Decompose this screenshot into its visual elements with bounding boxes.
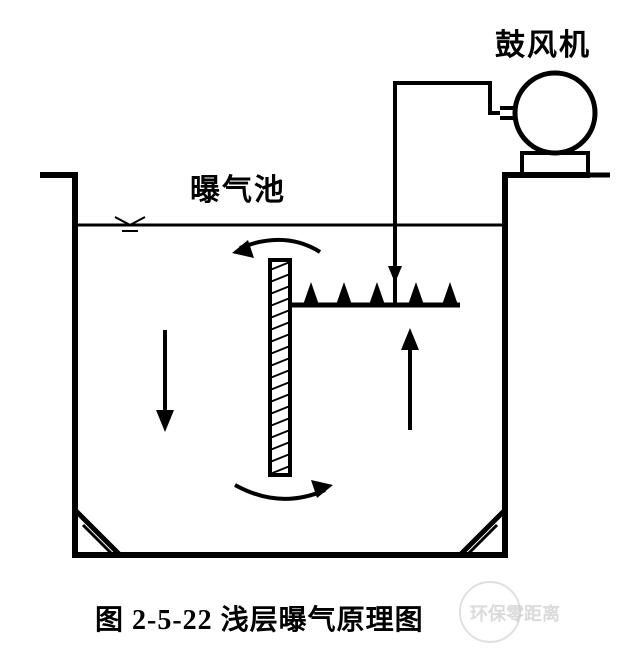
- baffle-hatch: [270, 262, 290, 474]
- corner-fillet-left: [75, 510, 120, 555]
- blower-label: 鼓风机: [495, 20, 591, 64]
- diffuser-nozzle: [336, 282, 352, 305]
- diagram-svg: [0, 0, 640, 657]
- aeration-schematic: 鼓风机 曝气池 图 2-5-22 浅层曝气原理图 环保零距离: [0, 0, 640, 657]
- diffuser-nozzle: [408, 282, 424, 305]
- watermark-text: 环保零距离: [470, 600, 560, 626]
- flow-arrow-down-head: [156, 410, 174, 432]
- flow-arrow-up-head: [401, 328, 419, 350]
- air-pipe: [395, 83, 500, 305]
- flow-curve-bottom: [235, 485, 325, 499]
- diffuser-nozzle: [442, 282, 458, 305]
- blower-circle: [515, 73, 595, 153]
- tank-label: 曝气池: [190, 165, 286, 209]
- corner-fillet-right: [460, 510, 505, 555]
- diffuser-nozzle: [303, 282, 319, 305]
- pipe-arrowhead: [388, 266, 402, 283]
- blower-mount: [522, 153, 588, 175]
- diffuser-nozzle: [369, 282, 385, 305]
- caption: 图 2-5-22 浅层曝气原理图: [95, 598, 424, 638]
- flow-curve-top: [240, 240, 320, 252]
